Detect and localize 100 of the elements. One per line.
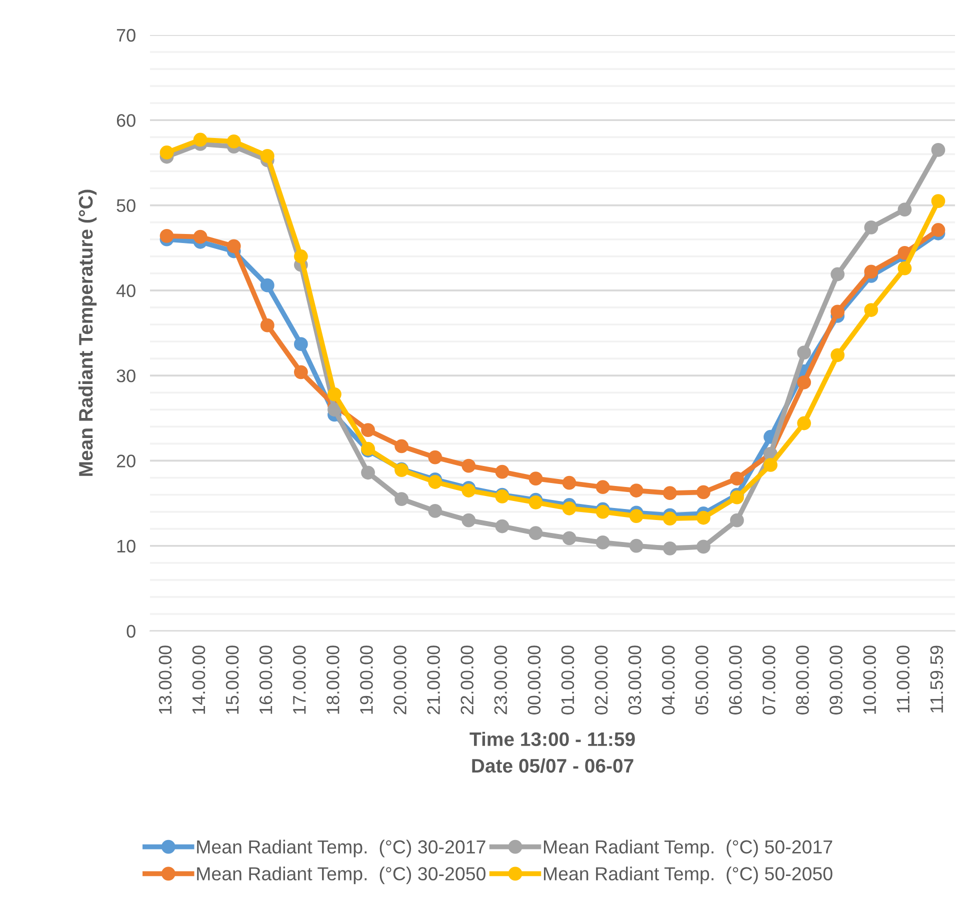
point <box>931 223 946 237</box>
point <box>260 148 274 163</box>
point <box>696 540 710 554</box>
x-tick-label: 04.00.00 <box>662 646 675 714</box>
y-axis-title: Mean Radiant Temperature (°C) <box>78 190 97 476</box>
x-tick-label: 15.00.00 <box>226 646 239 714</box>
point <box>394 439 409 454</box>
x-tick-label: 17.00.00 <box>293 646 306 714</box>
point <box>797 416 812 430</box>
point <box>596 504 610 519</box>
point <box>629 538 644 553</box>
point <box>596 480 610 494</box>
x-tick-label: 16.00.00 <box>259 646 272 714</box>
point <box>662 541 677 556</box>
point <box>931 143 946 157</box>
x-tick-label: 13.00.00 <box>158 646 172 714</box>
point <box>696 485 710 500</box>
point <box>528 526 543 540</box>
point <box>394 492 409 506</box>
point <box>864 264 878 279</box>
y-tick-label: 30 <box>116 370 136 382</box>
point <box>294 249 308 264</box>
point <box>428 504 442 518</box>
x-axis-title: Time 13:00 - 11:59 Date 05/07 - 06-07 <box>470 732 635 773</box>
point <box>226 134 241 148</box>
point <box>462 458 476 473</box>
point <box>764 458 778 472</box>
point <box>562 501 576 516</box>
x-tick-label: 11.00.00 <box>896 646 910 712</box>
point <box>730 490 744 504</box>
point <box>528 472 543 486</box>
point <box>662 486 677 500</box>
point <box>528 495 543 510</box>
point <box>160 146 174 160</box>
point <box>830 304 845 319</box>
x-tick-label: 23.00.00 <box>494 646 508 714</box>
y-tick-label: 60 <box>116 114 136 127</box>
point <box>629 509 644 523</box>
x-tick-label: 06.00.00 <box>729 646 742 714</box>
point <box>629 484 644 498</box>
point <box>730 472 744 486</box>
point <box>696 510 710 525</box>
y-tick-label: 10 <box>117 540 136 553</box>
x-tick-label: 05.00.00 <box>696 646 708 714</box>
point <box>328 402 342 417</box>
x-tick-label: 03.00.00 <box>628 646 642 714</box>
legend-label: Mean Radiant Temp. (°C) 50-2017 <box>544 840 832 858</box>
point <box>294 337 308 352</box>
x-tick-label: 18.00.00 <box>326 646 340 714</box>
point <box>898 261 912 276</box>
point <box>830 267 845 282</box>
point <box>864 220 878 234</box>
point <box>898 202 912 216</box>
point <box>260 318 274 332</box>
point <box>495 464 510 479</box>
y-tick-label: 0 <box>126 624 136 638</box>
point <box>193 132 208 147</box>
point <box>562 531 576 546</box>
point <box>260 278 274 292</box>
point <box>730 513 744 528</box>
point <box>361 466 375 480</box>
x-tick-label: 22.00.00 <box>460 646 474 714</box>
y-tick-label: 50 <box>116 199 136 212</box>
x-tick-label: 01.00.00 <box>561 646 574 714</box>
x-tick-label: 11.59.59 <box>930 646 944 712</box>
x-tick-label: 00.00.00 <box>528 646 541 714</box>
point <box>193 230 208 244</box>
x-tick-label: 08.00.00 <box>796 646 809 714</box>
x-tick-label: 14.00.00 <box>192 646 206 714</box>
point <box>830 348 845 362</box>
point <box>328 387 342 402</box>
x-tick-label: 07.00.00 <box>762 646 776 714</box>
legend-label: Mean Radiant Temp. (°C) 50-2050 <box>544 866 832 884</box>
y-tick-label: 70 <box>116 28 136 42</box>
point <box>797 346 812 360</box>
point <box>294 365 308 380</box>
point <box>361 423 375 438</box>
x-tick-label: 21.00.00 <box>427 646 440 714</box>
point <box>495 519 510 534</box>
point <box>662 512 677 526</box>
point <box>428 475 442 489</box>
point <box>596 536 610 550</box>
x-tick-label: 09.00.00 <box>830 646 842 714</box>
x-tick-label: 19.00.00 <box>360 646 373 714</box>
point <box>931 194 946 208</box>
point <box>864 303 878 317</box>
point <box>160 228 174 243</box>
point <box>462 513 476 528</box>
x-tick-label: 10.00.00 <box>863 646 876 714</box>
legend-label: Mean Radiant Temp. (°C) 30-2050 <box>197 866 486 884</box>
x-tick-label: 02.00.00 <box>594 646 608 714</box>
legend-label: Mean Radiant Temp. (°C) 30-2017 <box>197 840 486 858</box>
y-tick-label: 20 <box>116 454 136 468</box>
point <box>462 484 476 498</box>
point <box>562 476 576 490</box>
point <box>428 450 442 464</box>
point <box>226 239 241 254</box>
x-tick-label: 20.00.00 <box>394 646 406 714</box>
y-tick-label: 40 <box>116 284 136 298</box>
point <box>797 375 812 390</box>
